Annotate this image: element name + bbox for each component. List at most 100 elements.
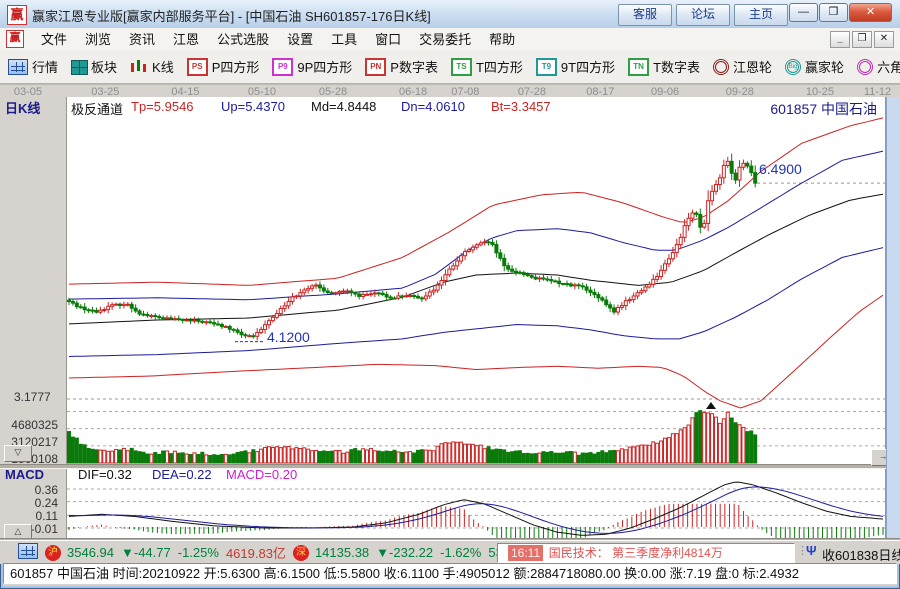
tool-gann-wheel[interactable]: 江恩轮 xyxy=(713,57,772,76)
toolbar: 行情 板块 K线 PS P四方形 P9 9P四方形 PN P数字表 TS T四方形 T9 9T四方形 TN… xyxy=(0,50,900,84)
macd-tick-4: -0.01 xyxy=(30,522,58,536)
customer-service-button[interactable]: 客服 xyxy=(618,4,672,26)
sz-index-value: 14135.38 xyxy=(314,545,370,560)
shenzhen-badge: 深 xyxy=(292,544,309,561)
restore-button[interactable]: ❐ xyxy=(819,3,848,22)
date-tick: 03-05 xyxy=(13,86,42,98)
floor-price-tick: 3.1777 xyxy=(14,390,51,404)
child-minimize-button[interactable]: _ xyxy=(830,31,850,48)
tool-label: T四方形 xyxy=(475,60,523,75)
window-title: 赢家江恩专业版[赢家内部服务平台] - [中国石油 SH601857-176日K… xyxy=(32,9,431,24)
dip-price-label: 4.1200 xyxy=(267,329,310,345)
date-tick: 11-12 xyxy=(863,86,892,98)
news-ticker[interactable]: 16:11 国民技术： 第三季度净利4814万 xyxy=(497,543,795,563)
tool-p9[interactable]: P9 9P四方形 xyxy=(272,57,352,76)
menu-item-0[interactable]: 文件 xyxy=(41,32,68,47)
stock-code-label: 601857 中国石油 xyxy=(770,101,877,117)
date-tick: 09-28 xyxy=(725,86,754,98)
date-tick: 07-08 xyxy=(451,86,480,98)
tool-hexagon[interactable]: 六角形 xyxy=(857,57,900,76)
tool-kline[interactable]: K线 xyxy=(130,57,174,76)
date-tick: 06-18 xyxy=(399,86,428,98)
tool-label: T数字表 xyxy=(653,60,701,75)
tool-winner-wheel[interactable]: Big 赢家轮 xyxy=(785,57,844,76)
menu-bar: 赢 文件 浏览 资讯 江恩 公式选股 设置 工具 窗口 交易委托 帮助 _ ❐ ✕ xyxy=(0,28,900,51)
tool-label: P四方形 xyxy=(211,60,260,75)
tool-t9[interactable]: T9 9T四方形 xyxy=(535,57,615,76)
quote-detail-bar: 601857 中国石油 时间:20210922 开:5.6300 高:6.150… xyxy=(3,563,897,584)
sh-index-value: 3546.94 xyxy=(67,545,114,560)
channel-param-tp: Tp=5.9546 xyxy=(131,99,194,114)
channel-param-md: Md=4.8448 xyxy=(311,99,377,114)
date-tick: 07-28 xyxy=(517,86,546,98)
menu-item-3[interactable]: 江恩 xyxy=(173,32,200,47)
shanghai-badge: 沪 xyxy=(45,544,61,561)
date-tick: 08-17 xyxy=(586,86,615,98)
tool-pn[interactable]: PN P数字表 xyxy=(365,57,438,76)
date-tick: 04-15 xyxy=(171,86,200,98)
tool-label: 江恩轮 xyxy=(733,60,773,75)
menu-item-6[interactable]: 工具 xyxy=(331,32,358,47)
macd-tick-3: 0.11 xyxy=(35,509,58,523)
tool-label: 9P四方形 xyxy=(297,60,353,75)
market-status-bar: 沪 3546.94 ▼-44.77 -1.25% 4619.83亿 深 1413… xyxy=(0,540,900,564)
ts-icon: TS xyxy=(450,57,472,76)
sz-index-pct: -1.62% xyxy=(440,545,482,560)
child-close-button[interactable]: ✕ xyxy=(874,31,894,48)
menu-item-8[interactable]: 交易委托 xyxy=(419,32,472,47)
menu-item-4[interactable]: 公式选股 xyxy=(217,32,270,47)
channel-param-dn: Dn=4.0610 xyxy=(401,99,465,114)
macd-tick-2: 0.24 xyxy=(34,496,58,510)
tool-ps[interactable]: PS P四方形 xyxy=(186,57,260,76)
child-restore-button[interactable]: ❐ xyxy=(852,31,872,48)
channel-param-up: Up=5.4370 xyxy=(221,99,285,114)
sz-index-change: ▼-232.22 xyxy=(376,545,434,560)
date-tick: 05-10 xyxy=(247,86,276,98)
channel-param-bt: Bt=3.3457 xyxy=(491,99,551,114)
forum-button[interactable]: 论坛 xyxy=(676,4,730,26)
t9-icon: T9 xyxy=(535,57,557,76)
menu-item-1[interactable]: 浏览 xyxy=(85,32,112,47)
gann-wheel-icon xyxy=(713,58,730,75)
menu-item-2[interactable]: 资讯 xyxy=(129,32,156,47)
pane-separator[interactable] xyxy=(0,464,900,469)
winner-wheel-icon: Big xyxy=(785,58,802,75)
blocks-icon xyxy=(71,59,89,75)
news-headline: 国民技术： 第三季度净利4814万 xyxy=(548,546,723,560)
ps-icon: PS xyxy=(186,57,208,76)
tn-icon: TN xyxy=(628,57,650,76)
tool-blocks[interactable]: 板块 xyxy=(71,57,117,76)
ticker-scroll-dots[interactable]: ⋮ xyxy=(797,545,808,557)
volume-tick-1: 4680325 xyxy=(11,418,58,432)
pn-icon: PN xyxy=(365,57,387,76)
date-tick: 10-25 xyxy=(805,86,834,98)
tool-label: P数字表 xyxy=(390,60,438,75)
sh-index-pct: -1.25% xyxy=(177,545,219,560)
last-price-label: 6.4900 xyxy=(759,161,802,177)
macd-macd-value: MACD=0.20 xyxy=(226,467,298,482)
quote-grid-icon[interactable] xyxy=(18,543,38,559)
macd-dif-value: DIF=0.32 xyxy=(78,467,132,482)
minimize-button[interactable]: — xyxy=(789,3,818,22)
grid-icon xyxy=(8,58,28,75)
news-time-badge: 16:11 xyxy=(508,545,544,561)
quote-detail-text: 601857 中国石油 时间:20210922 开:5.6300 高:6.150… xyxy=(10,566,799,581)
tool-label: 行情 xyxy=(32,60,59,75)
menu-item-9[interactable]: 帮助 xyxy=(489,32,516,47)
menu-item-5[interactable]: 设置 xyxy=(287,32,314,47)
macd-tick-1: 0.36 xyxy=(34,483,58,497)
tool-grid[interactable]: 行情 xyxy=(8,57,58,76)
macd-pane-label: MACD xyxy=(5,467,44,482)
collapse-volume-button[interactable]: ▽ xyxy=(4,445,32,462)
sh-turnover: 4619.83亿 xyxy=(225,546,286,561)
tool-tn[interactable]: TN T数字表 xyxy=(628,57,700,76)
date-tick: 03-25 xyxy=(91,86,120,98)
menu-item-7[interactable]: 窗口 xyxy=(375,32,402,47)
homepage-button[interactable]: 主页 xyxy=(734,4,788,26)
macd-dea-value: DEA=0.22 xyxy=(152,467,212,482)
close-button[interactable]: ✕ xyxy=(849,3,892,22)
tool-ts[interactable]: TS T四方形 xyxy=(450,57,523,76)
date-tick: 05-28 xyxy=(318,86,348,98)
tool-label: K线 xyxy=(152,60,174,75)
